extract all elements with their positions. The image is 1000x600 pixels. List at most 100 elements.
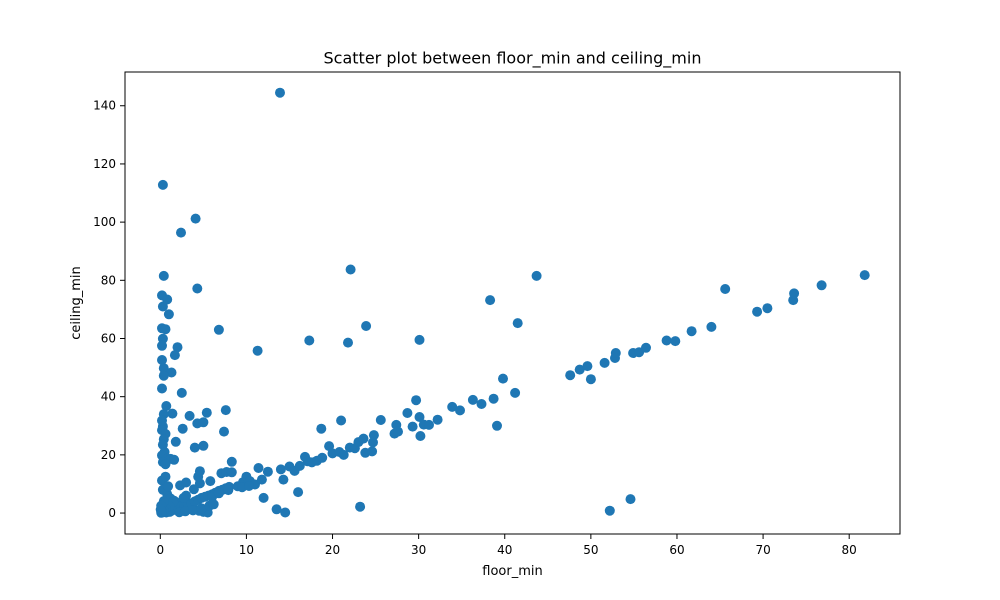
data-point [492, 420, 502, 431]
data-point [402, 408, 413, 418]
data-point [336, 415, 347, 426]
data-point [220, 405, 231, 416]
data-point [244, 481, 254, 491]
data-point [512, 318, 523, 329]
plot-frame [124, 71, 901, 535]
data-point [424, 419, 434, 430]
x-axis: 0 10 20 30 40 50 60 70 80 [156, 534, 857, 557]
data-point [610, 348, 621, 358]
x-tick-label: 20 [325, 543, 340, 557]
data-point [223, 485, 234, 496]
data-point [316, 423, 327, 434]
data-point [167, 408, 178, 419]
y-tick-label: 100 [93, 215, 116, 229]
data-point [158, 270, 169, 281]
data-point [201, 407, 212, 418]
x-tick-label: 0 [156, 543, 164, 557]
y-tick-label: 140 [93, 99, 116, 113]
data-point [160, 471, 171, 482]
x-tick-label: 70 [755, 543, 770, 557]
data-point [278, 474, 289, 485]
data-point [163, 481, 174, 492]
data-point [531, 270, 542, 281]
data-point [355, 501, 366, 512]
data-point [414, 334, 425, 345]
data-point [358, 433, 369, 444]
data-point [361, 321, 372, 331]
data-point [294, 460, 305, 471]
data-point [213, 324, 224, 335]
data-point [177, 423, 188, 434]
data-point [155, 504, 166, 515]
x-tick-label: 40 [497, 543, 512, 557]
data-point [368, 437, 378, 448]
data-point [565, 370, 576, 381]
y-tick-label: 80 [101, 273, 116, 287]
data-point [157, 355, 167, 365]
x-tick-label: 60 [669, 543, 684, 557]
data-point [375, 415, 386, 425]
data-point [213, 488, 224, 499]
data-point [304, 335, 315, 346]
y-tick-label: 0 [108, 506, 116, 520]
data-point [256, 474, 267, 485]
data-point [166, 367, 177, 378]
data-point [226, 467, 237, 478]
data-point [190, 213, 201, 224]
data-point [604, 505, 615, 516]
data-point [181, 477, 192, 488]
data-point [262, 466, 273, 477]
data-point [176, 387, 187, 398]
data-point [271, 504, 282, 515]
data-point [198, 440, 209, 451]
data-point [184, 410, 195, 421]
data-point [208, 499, 219, 510]
points-layer [155, 87, 870, 518]
data-point [280, 507, 291, 518]
data-point [219, 426, 229, 437]
data-point [158, 370, 169, 381]
data-point [625, 494, 636, 505]
data-point [367, 446, 378, 457]
data-point [194, 466, 205, 477]
data-point [293, 487, 304, 498]
data-point [189, 442, 200, 453]
data-point [599, 357, 610, 368]
data-point [488, 393, 499, 404]
data-point [160, 324, 171, 335]
data-point [432, 414, 443, 425]
data-point [720, 284, 731, 294]
data-point [163, 309, 174, 320]
data-point [180, 506, 191, 517]
data-point [176, 227, 186, 238]
data-point [415, 431, 426, 441]
y-axis-label: ceiling_min [69, 266, 84, 340]
y-axis: 0 20 40 60 80 100 120 140 [93, 99, 125, 520]
x-axis-label: floor_min [482, 564, 542, 579]
data-point [157, 301, 168, 312]
x-tick-label: 80 [842, 543, 857, 557]
data-point [585, 374, 596, 385]
data-point [447, 401, 458, 412]
data-point [706, 321, 717, 332]
data-point [198, 417, 209, 428]
data-point [317, 452, 328, 463]
data-point [476, 399, 487, 409]
data-point [485, 295, 496, 306]
data-point [158, 363, 169, 374]
data-point [170, 436, 181, 447]
data-point [661, 335, 672, 346]
data-point [253, 463, 264, 473]
data-point [414, 412, 425, 422]
data-point [188, 505, 198, 516]
y-tick-label: 60 [101, 331, 116, 345]
data-point [498, 373, 508, 384]
data-point [205, 476, 216, 487]
data-point [161, 401, 172, 411]
data-point [789, 288, 800, 299]
data-point [393, 426, 403, 437]
data-point [157, 383, 167, 394]
data-point [258, 492, 269, 503]
data-point [582, 361, 593, 372]
